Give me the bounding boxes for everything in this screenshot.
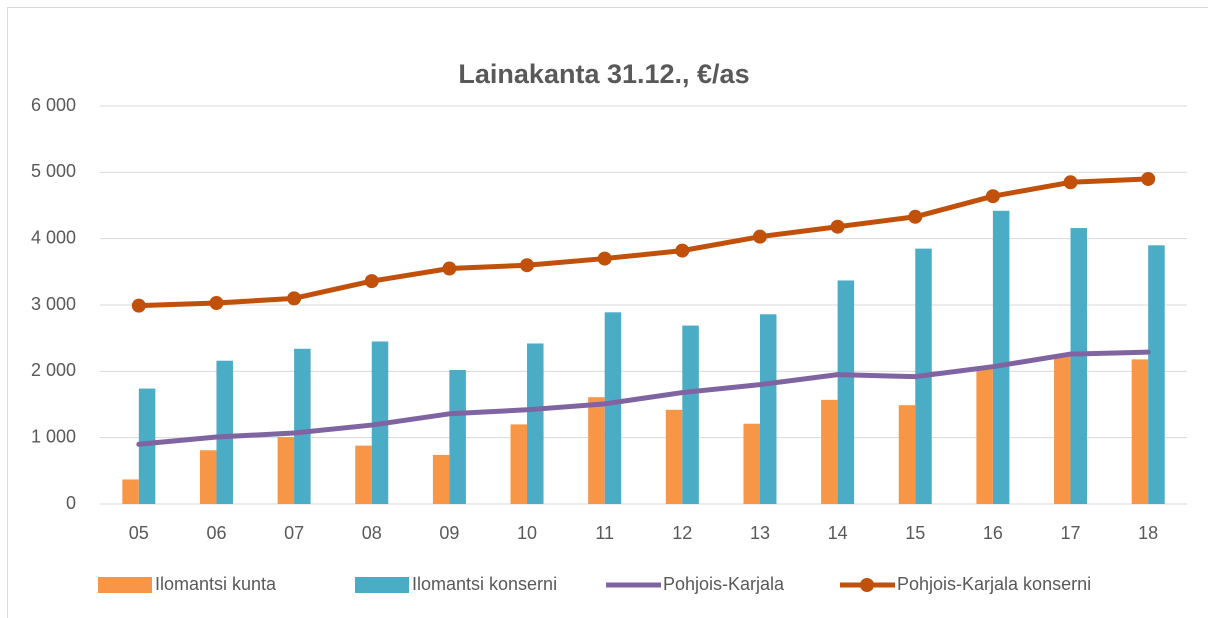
bar xyxy=(898,405,916,504)
marker xyxy=(1063,175,1078,190)
legend-swatch xyxy=(98,577,152,593)
bar xyxy=(604,312,622,504)
bar xyxy=(588,397,605,504)
x-tick-label: 06 xyxy=(206,523,226,543)
y-tick-label: 4 000 xyxy=(31,227,76,247)
x-tick-label: 16 xyxy=(983,523,1003,543)
marker xyxy=(287,291,302,306)
x-tick-label: 11 xyxy=(595,523,614,543)
bar xyxy=(759,314,777,504)
legend-swatch xyxy=(355,577,409,593)
marker xyxy=(908,209,923,224)
legend-label: Pohjois-Karjala konserni xyxy=(897,574,1091,594)
marker xyxy=(985,189,1000,204)
marker xyxy=(597,251,612,266)
bar xyxy=(216,360,233,504)
bar xyxy=(1148,245,1165,505)
x-tick-label: 10 xyxy=(517,523,537,543)
bar xyxy=(432,454,450,504)
bar xyxy=(277,437,295,504)
marker xyxy=(442,261,457,276)
bar xyxy=(992,210,1010,504)
marker xyxy=(520,258,535,273)
x-tick-label: 07 xyxy=(284,523,304,543)
bar xyxy=(1054,354,1071,504)
marker xyxy=(675,243,690,258)
x-tick-label: 14 xyxy=(828,523,848,543)
chart-border xyxy=(7,7,1208,618)
bar xyxy=(1131,359,1149,504)
marker xyxy=(752,229,767,244)
bar xyxy=(743,423,760,504)
x-tick-label: 05 xyxy=(129,523,149,543)
legend-label: Ilomantsi kunta xyxy=(155,574,277,594)
marker xyxy=(131,298,146,313)
bar xyxy=(122,479,139,504)
chart-title: Lainakanta 31.12., €/as xyxy=(458,59,749,89)
x-tick-label: 17 xyxy=(1061,523,1081,543)
bar xyxy=(665,409,683,504)
bar xyxy=(682,325,699,504)
y-tick-label: 3 000 xyxy=(31,294,76,314)
line xyxy=(136,176,1151,309)
bar xyxy=(449,370,466,504)
bar xyxy=(976,369,993,504)
bar xyxy=(510,424,528,504)
marker xyxy=(830,219,845,234)
bar xyxy=(355,445,372,504)
x-tick-label: 08 xyxy=(362,523,382,543)
bar xyxy=(527,343,544,504)
marker xyxy=(1141,171,1156,186)
y-tick-label: 0 xyxy=(66,493,76,513)
y-tick-label: 5 000 xyxy=(31,161,76,181)
bar xyxy=(294,348,311,504)
legend-marker xyxy=(860,578,874,592)
legend-label: Ilomantsi konserni xyxy=(412,574,557,594)
x-tick-label: 15 xyxy=(905,523,925,543)
x-tick-label: 18 xyxy=(1138,523,1158,543)
y-tick-label: 6 000 xyxy=(31,95,76,115)
line xyxy=(136,349,1151,447)
marker xyxy=(209,296,224,311)
legend-label: Pohjois-Karjala xyxy=(663,574,785,594)
y-tick-label: 1 000 xyxy=(31,426,76,446)
bar xyxy=(1070,228,1088,504)
bar xyxy=(138,388,156,504)
y-tick-label: 2 000 xyxy=(31,360,76,380)
bar xyxy=(837,280,855,504)
bar xyxy=(199,450,217,504)
bar xyxy=(821,399,838,504)
marker xyxy=(364,274,379,289)
x-tick-label: 12 xyxy=(672,523,692,543)
x-tick-label: 09 xyxy=(439,523,459,543)
x-tick-label: 13 xyxy=(750,523,770,543)
